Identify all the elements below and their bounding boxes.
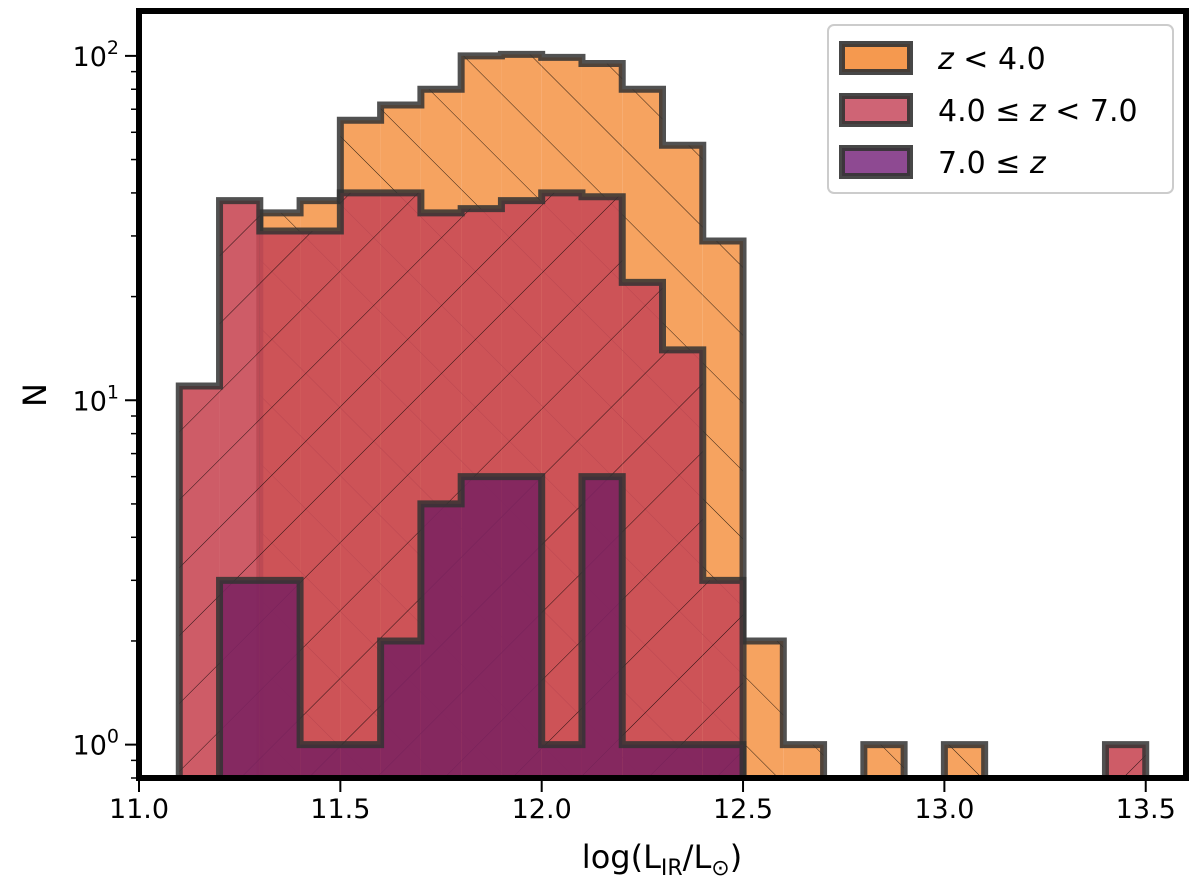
bar-s2-1 <box>259 580 301 778</box>
outline-s1-1 <box>1101 741 1150 778</box>
x-tick-label: 12.5 <box>713 794 773 825</box>
bar-s2-5 <box>420 503 462 778</box>
bar-s2-9 <box>581 476 623 778</box>
bar-hatch-s0-12 <box>743 640 784 778</box>
bar-hatch-s1-12 <box>662 349 703 778</box>
legend: z < 4.0 4.0 ≤ z < 7.0 7.0 ≤ z <box>827 24 1174 194</box>
x-tick-label: 13.5 <box>1116 794 1176 825</box>
x-tick-label: 13.0 <box>914 794 974 825</box>
bar-s2-10 <box>622 744 663 778</box>
bar-s2-6 <box>461 476 502 778</box>
bar-s2-4 <box>380 640 421 778</box>
legend-swatch-2 <box>839 145 913 179</box>
bar-s2-3 <box>340 744 381 778</box>
x-axis: 11.0 11.5 12.0 12.5 13.0 13.5 <box>109 781 1176 825</box>
bar-hatch-s1-14 <box>1105 744 1146 778</box>
y-tick-label: 102 <box>73 37 119 73</box>
outline-s0-0 <box>256 50 828 778</box>
y-axis: 100 101 102 <box>73 37 136 779</box>
series-1 <box>175 189 1150 778</box>
bar-hatch-s1-4 <box>340 192 381 778</box>
outline-s2-0 <box>216 473 747 778</box>
bar-s2-2 <box>300 744 341 778</box>
legend-box <box>827 24 1174 194</box>
bar-hatch-s0-15 <box>944 744 985 778</box>
bar-hatch-s1-0 <box>179 386 220 778</box>
histogram-bars <box>175 50 1150 778</box>
outline-s0-2 <box>940 741 989 778</box>
x-tick-label: 11.0 <box>109 794 169 825</box>
y-tick-label: 101 <box>73 381 119 417</box>
outline-s0-1 <box>860 741 908 778</box>
bar-s2-0 <box>219 580 260 778</box>
x-axis-label: log(LIR/L⊙) <box>582 838 742 881</box>
legend-label-1: 4.0 ≤ z < 7.0 <box>938 94 1138 129</box>
bar-hatch-s1-11 <box>622 282 663 778</box>
bar-s2-8 <box>541 744 582 778</box>
bar-s2-11 <box>662 744 703 778</box>
legend-swatch-1 <box>839 93 913 127</box>
bar-hatch-s0-13 <box>783 744 824 778</box>
bar-hatch-s1-3 <box>300 231 341 778</box>
bar-s2-7 <box>501 476 542 778</box>
y-tick-label: 100 <box>73 726 119 762</box>
legend-label-2: 7.0 ≤ z <box>938 146 1047 181</box>
x-tick-label: 12.0 <box>512 794 572 825</box>
legend-swatch-0 <box>839 41 913 75</box>
plot-frame <box>136 8 1189 781</box>
series-2 <box>216 473 747 778</box>
x-tick-label: 11.5 <box>310 794 370 825</box>
bar-hatch-s1-9 <box>541 192 582 778</box>
outline-s1-0 <box>175 189 747 778</box>
legend-label-0: z < 4.0 <box>937 42 1046 77</box>
bar-hatch-s0-14 <box>863 744 905 778</box>
bar-s2-12 <box>702 744 744 778</box>
y-axis-label: N <box>16 383 54 407</box>
